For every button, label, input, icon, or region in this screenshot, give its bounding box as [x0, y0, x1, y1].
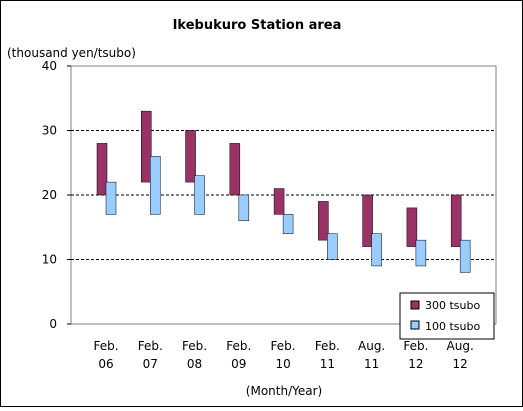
bar-1-7: [415, 239, 427, 267]
x-category-label-4-line1: Feb.: [271, 339, 296, 353]
legend-box: [399, 292, 495, 340]
y-tick-label-30: 30: [42, 124, 57, 138]
bar-1-1: [150, 156, 161, 215]
x-category-label-5-line2: 11: [320, 357, 335, 371]
bars: [96, 110, 471, 273]
x-category-label-2-line2: 08: [187, 357, 202, 371]
bar-1-2: [194, 175, 205, 215]
bar-0-6: [362, 194, 373, 247]
bar-1-6: [371, 233, 382, 267]
y-tick-label-40: 40: [42, 59, 57, 73]
y-tick-label-0: 0: [49, 317, 57, 331]
x-axis-label: (Month/Year): [246, 384, 322, 398]
x-category-label-6-line1: Aug.: [358, 339, 385, 353]
x-category-label-3-line2: 09: [231, 357, 246, 371]
x-category-label-5-line1: Feb.: [315, 339, 340, 353]
x-category-label-2-line1: Feb.: [182, 339, 207, 353]
legend: 300 tsubo 100 tsubo: [399, 292, 495, 340]
bar-0-8: [450, 194, 462, 247]
y-axis-unit-label: (thousand yen/tsubo): [7, 46, 136, 60]
bar-1-0: [105, 181, 117, 215]
legend-label-300: 300 tsubo: [425, 299, 480, 312]
x-category-label-0-line1: Feb.: [93, 339, 118, 353]
x-category-label-1-line2: 07: [143, 357, 158, 371]
bar-0-1: [141, 110, 152, 183]
bar-0-5: [318, 201, 329, 241]
bar-1-3: [238, 194, 250, 222]
x-category-label-7-line2: 12: [408, 357, 423, 371]
legend-swatch-300: [410, 300, 420, 310]
y-axis-ticks: 0 10 20 30 40: [42, 59, 71, 331]
legend-swatch-100: [410, 320, 420, 330]
bar-0-0: [96, 143, 108, 196]
bar-0-2: [185, 130, 196, 183]
bar-1-8: [459, 239, 471, 273]
x-category-label-0-line2: 06: [98, 357, 113, 371]
x-category-label-7-line1: Feb.: [403, 339, 428, 353]
legend-label-100: 100 tsubo: [425, 320, 480, 333]
x-category-label-1-line1: Feb.: [138, 339, 163, 353]
bar-0-3: [229, 143, 241, 196]
chart-title: Ikebukuro Station area: [173, 18, 342, 33]
x-category-label-8-line2: 12: [453, 357, 468, 371]
x-axis-categories: Feb. 06 Feb. 07 Feb. 08 Feb. 09 Feb. 10 Feb. 11 Aug.…: [93, 339, 473, 371]
bar-0-4: [273, 188, 285, 215]
y-tick-label-10: 10: [42, 253, 57, 267]
bar-0-7: [406, 207, 418, 247]
bar-1-4: [282, 214, 294, 234]
x-category-label-3-line1: Feb.: [226, 339, 251, 353]
y-tick-label-20: 20: [42, 188, 57, 202]
x-category-label-6-line2: 11: [364, 357, 379, 371]
x-category-label-4-line2: 10: [275, 357, 290, 371]
bar-1-5: [327, 233, 338, 260]
x-category-label-8-line1: Aug.: [447, 339, 474, 353]
